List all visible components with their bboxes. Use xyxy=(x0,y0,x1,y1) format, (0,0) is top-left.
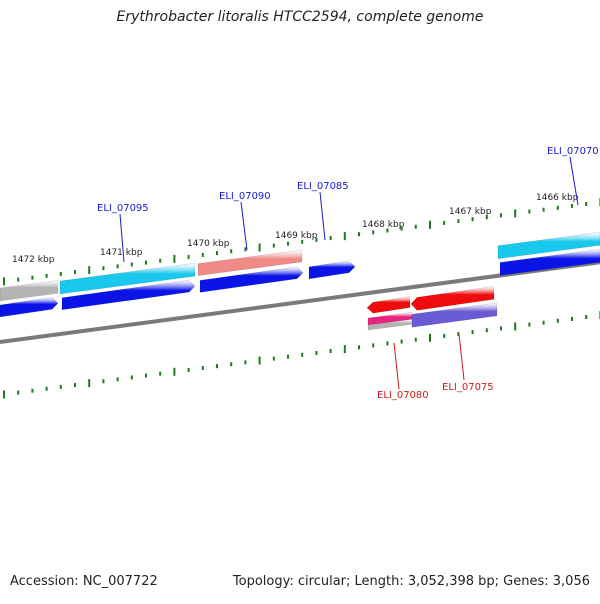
cds-arrow-forward[interactable] xyxy=(499,248,600,276)
cds-arrow-forward[interactable] xyxy=(61,279,196,311)
gene-label[interactable]: ELI_07095 xyxy=(97,203,149,214)
feature-block[interactable] xyxy=(0,279,59,302)
cds-arrow-forward[interactable] xyxy=(0,296,59,318)
genome-title: Erythrobacter litoralis HTCC2594, comple… xyxy=(116,9,484,25)
cds-arrow-reverse[interactable] xyxy=(366,296,411,314)
genome-summary: Topology: circular; Length: 3,052,398 bp… xyxy=(232,574,590,589)
cds-arrow-forward[interactable] xyxy=(308,260,356,280)
feature-block[interactable] xyxy=(197,249,303,277)
gene-label[interactable]: ELI_07080 xyxy=(377,390,429,401)
ruler-label: 1472 kbp xyxy=(12,255,55,265)
ruler-label: 1468 kbp xyxy=(362,220,405,230)
ruler-label: 1469 kbp xyxy=(275,231,318,241)
gene-label-line xyxy=(458,333,465,381)
ruler-label: 1470 kbp xyxy=(187,239,230,249)
accession-label: Accession: NC_007722 xyxy=(10,574,158,589)
feature-block[interactable] xyxy=(59,262,196,295)
cds-arrow-reverse[interactable] xyxy=(410,285,495,311)
gene-label-line xyxy=(569,156,579,206)
feature-block[interactable] xyxy=(411,302,498,328)
feature-block[interactable] xyxy=(497,231,600,260)
gene-label[interactable]: ELI_07090 xyxy=(219,191,271,202)
ruler-label: 1466 kbp xyxy=(536,193,579,203)
gene-label[interactable]: ELI_07085 xyxy=(297,181,349,192)
gene-label-line xyxy=(119,213,125,263)
gene-label-line xyxy=(393,342,400,390)
ruler-label: 1471 kbp xyxy=(100,248,143,258)
gene-label[interactable]: ELI_07070 xyxy=(547,146,599,157)
gene-label-line xyxy=(319,191,326,241)
ruler-label: 1467 kbp xyxy=(449,207,492,217)
cds-arrow-forward[interactable] xyxy=(199,266,304,293)
gene-label-line xyxy=(240,201,248,251)
gene-label[interactable]: ELI_07075 xyxy=(442,382,494,393)
